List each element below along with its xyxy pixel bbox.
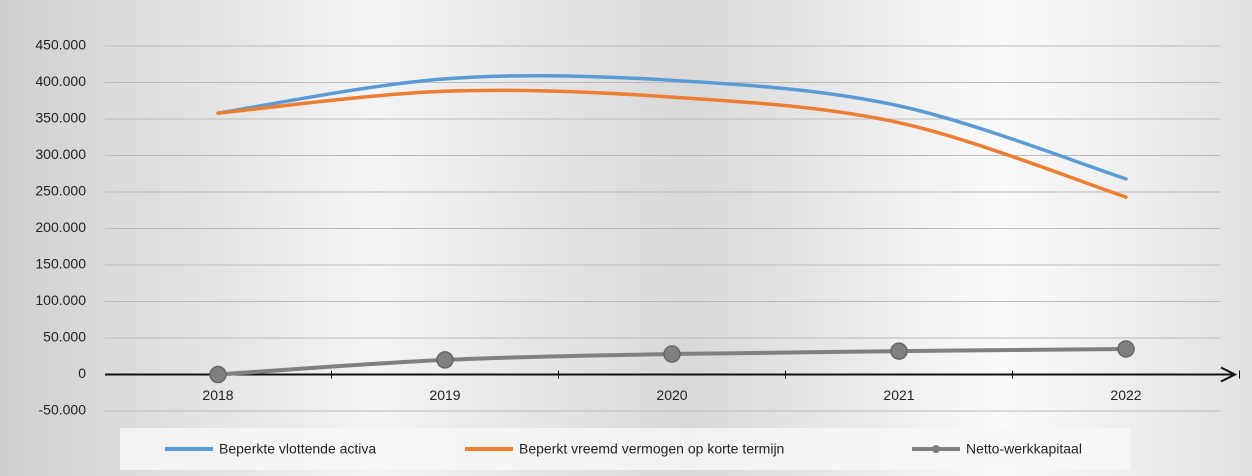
y-tick-label: 300.000 <box>35 146 86 162</box>
series-line <box>216 88 1128 199</box>
y-tick-label: 100.000 <box>35 292 86 308</box>
x-axis-arrow <box>1220 366 1238 383</box>
x-tick-label: 2019 <box>429 387 460 403</box>
y-tick-label: 400.000 <box>35 73 86 89</box>
y-tick-label: 200.000 <box>35 219 86 235</box>
marker <box>663 345 681 363</box>
marker <box>209 365 227 384</box>
marker <box>436 351 454 369</box>
y-tick-label: 250.000 <box>35 183 86 199</box>
y-tick-label: -50.000 <box>39 402 87 418</box>
legend-label: Beperkt vreemd vermogen op korte termijn <box>519 441 784 457</box>
x-tick-label: 2021 <box>883 387 914 403</box>
y-tick-label: 450.000 <box>35 37 86 53</box>
legend-marker <box>932 445 940 453</box>
y-tick-label: 50.000 <box>43 329 86 345</box>
x-tick-label: 2018 <box>202 387 233 403</box>
legend-box <box>120 428 1130 470</box>
x-tick-label: 2022 <box>1110 387 1141 403</box>
y-tick-label: 150.000 <box>35 256 86 272</box>
marker <box>1117 340 1135 358</box>
legend-label: Beperkte vlottende activa <box>219 441 376 457</box>
x-tick-label: 2020 <box>656 387 687 403</box>
legend-label: Netto-werkkapitaal <box>966 441 1082 457</box>
y-tick-label: 350.000 <box>35 110 86 126</box>
series-line <box>216 73 1128 181</box>
marker <box>890 342 908 360</box>
y-tick-label: 0 <box>78 365 86 381</box>
